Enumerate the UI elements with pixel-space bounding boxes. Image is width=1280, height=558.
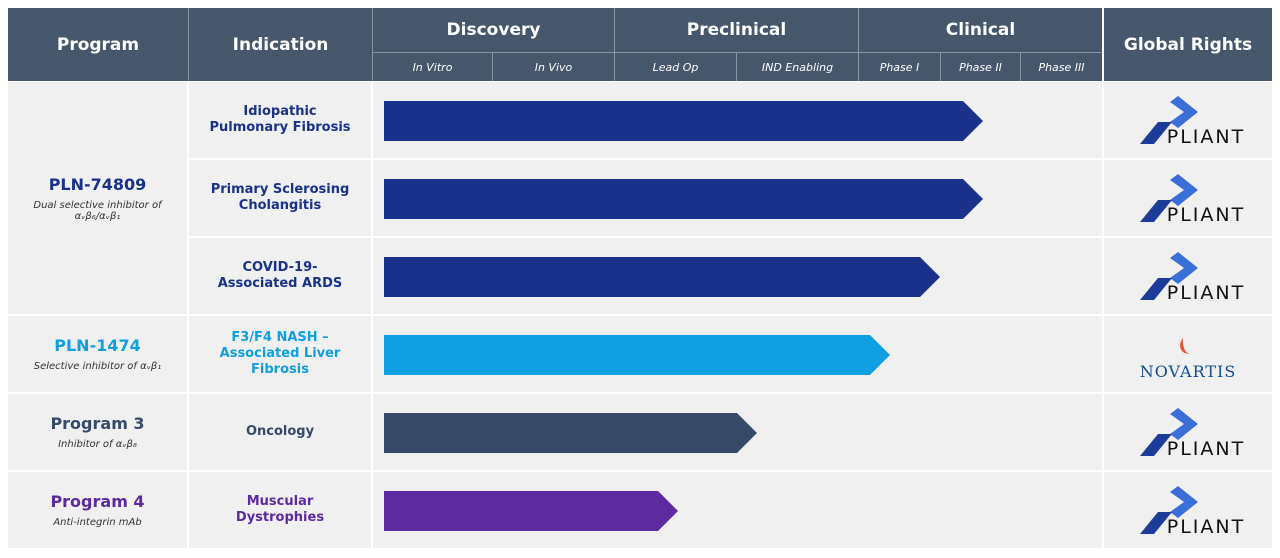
logo-icon <box>1140 200 1172 222</box>
program-cell: PLN-1474 Selective inhibitor of αᵥβ₁ <box>8 316 187 392</box>
rights-logo: NOVARTIS <box>1139 361 1237 381</box>
phase-header: Phase III <box>1020 52 1102 81</box>
logo-icon <box>1170 408 1198 440</box>
program-cell: Program 4 Anti-integrin mAb <box>8 472 187 548</box>
progress-bar <box>384 335 890 375</box>
logo-icon <box>1140 512 1172 534</box>
program-cell: PLN-74809 Dual selective inhibitor of αᵥβ… <box>8 82 187 314</box>
logo-icon <box>1170 174 1198 206</box>
phase-header: Phase II <box>940 52 1020 81</box>
phase-header: IND Enabling <box>736 52 858 81</box>
header-cell: Global Rights <box>1102 8 1272 81</box>
header-cell: Indication <box>188 8 372 81</box>
rights-logo: PLIANT <box>1166 438 1246 460</box>
indication: Muscular Dystrophies <box>189 472 371 548</box>
rights-logo: PLIANT <box>1166 516 1246 538</box>
program-name: Program 3 <box>50 414 145 433</box>
stage-header: Discovery <box>372 8 614 52</box>
phase-header: In Vivo <box>492 52 614 81</box>
progress-bar <box>384 101 983 141</box>
indication: Oncology <box>189 394 371 470</box>
logo-icon <box>1140 122 1172 144</box>
rights-logo: PLIANT <box>1166 282 1246 304</box>
logo-icon <box>1170 486 1198 518</box>
program-description: Inhibitor of αᵥβ₈ <box>58 439 137 450</box>
phase-header: Lead Op <box>614 52 736 81</box>
stage-header: Clinical <box>858 8 1102 52</box>
program-name: PLN-1474 <box>54 336 141 355</box>
rights-logo: PLIANT <box>1166 126 1246 148</box>
logo-icon <box>1170 252 1198 284</box>
progress-bar <box>384 179 983 219</box>
phase-header: In Vitro <box>372 52 492 81</box>
program-description: Selective inhibitor of αᵥβ₁ <box>33 361 162 372</box>
indication: Idiopathic Pulmonary Fibrosis <box>189 82 371 158</box>
program-description: Anti-integrin mAb <box>53 517 142 528</box>
program-description: Dual selective inhibitor of αᵥβ₆/αᵥβ₁ <box>33 199 162 222</box>
logo-icon <box>1170 96 1198 128</box>
stage-header: Preclinical <box>614 8 858 52</box>
header-cell: Program <box>8 8 188 81</box>
rights-logo: PLIANT <box>1166 204 1246 226</box>
progress-bar <box>384 413 757 453</box>
rights-cell <box>1104 316 1272 392</box>
progress-bar <box>384 491 678 531</box>
logo-icon <box>1180 338 1193 354</box>
program-name: Program 4 <box>50 492 145 511</box>
program-cell: Program 3 Inhibitor of αᵥβ₈ <box>8 394 187 470</box>
indication: COVID-19-Associated ARDS <box>189 238 371 314</box>
indication: F3/F4 NASH – Associated Liver Fibrosis <box>189 316 371 392</box>
progress-bar <box>384 257 940 297</box>
indication: Primary Sclerosing Cholangitis <box>189 160 371 236</box>
phase-header: Phase I <box>858 52 940 81</box>
logo-icon <box>1140 434 1172 456</box>
logo-icon <box>1140 278 1172 300</box>
program-name: PLN-74809 <box>48 174 147 194</box>
